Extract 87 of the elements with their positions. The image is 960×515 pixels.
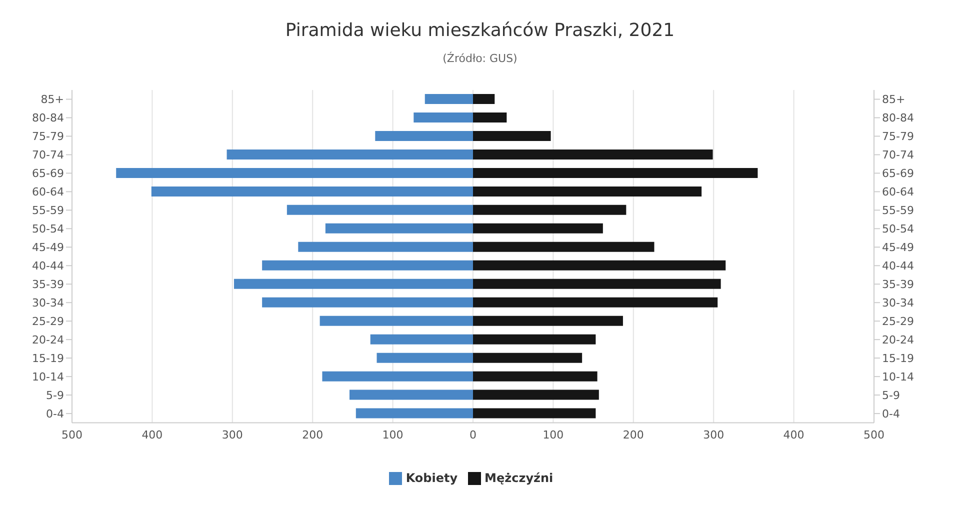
x-tick-label: 0: [470, 428, 476, 442]
category-label: 60-64: [882, 186, 914, 199]
y-tick-label: 10-14: [32, 370, 64, 384]
legend-label: Kobiety: [406, 470, 458, 485]
category-label: 50-54: [882, 222, 914, 236]
category-label: 10-14: [882, 370, 914, 384]
y-tick-label: 80-84: [32, 112, 64, 125]
y-tick-label: 70-74: [32, 148, 64, 162]
x-tick-label: 100: [542, 428, 564, 442]
bar: [322, 371, 473, 382]
x-tick-label: 300: [222, 428, 243, 442]
bar: [414, 112, 473, 122]
bar: [473, 112, 507, 122]
bar: [473, 94, 495, 104]
bar: [375, 130, 473, 141]
bar: [473, 223, 603, 234]
category-label: 30-34: [882, 296, 914, 310]
bar: [262, 260, 473, 270]
bar: [262, 297, 473, 308]
bar: [320, 316, 473, 326]
bar: [473, 297, 718, 308]
y-tick-label: 15-19: [32, 352, 64, 365]
y-tick-label: 25-29: [32, 315, 64, 328]
y-tick-label: 75-79: [32, 130, 64, 144]
chart-subtitle: (Źródło: GUS): [442, 52, 518, 65]
category-label: 55-59: [882, 204, 914, 218]
y-tick-label: 50-54: [32, 222, 64, 236]
bar: [424, 94, 473, 104]
x-tick-label: 500: [864, 428, 884, 442]
y-tick-label: 45-49: [32, 241, 64, 254]
bar: [473, 149, 713, 160]
bar: [473, 390, 599, 400]
bar: [473, 316, 623, 326]
category-label: 65-69: [882, 167, 914, 180]
y-tick-label: 0-4: [46, 407, 64, 420]
bar: [376, 352, 473, 363]
bar: [349, 390, 473, 400]
bar: [473, 352, 582, 363]
bar: [234, 278, 473, 289]
y-tick-label: 20-24: [32, 333, 64, 346]
x-tick-label: 200: [622, 428, 644, 442]
bar: [473, 242, 654, 252]
bar: [370, 334, 473, 344]
category-label: 70-74: [882, 148, 914, 162]
bar: [473, 204, 626, 215]
x-tick-label: 500: [62, 428, 82, 442]
bar: [473, 130, 551, 141]
y-tick-label: 60-64: [32, 186, 64, 199]
category-label: 35-39: [882, 278, 914, 292]
bar: [473, 408, 596, 418]
category-label: 20-24: [882, 333, 914, 346]
category-label: 5-9: [882, 388, 900, 402]
x-tick-label: 400: [142, 428, 163, 442]
bar: [226, 149, 473, 160]
category-label: 80-84: [882, 112, 914, 125]
y-tick-label: 65-69: [32, 167, 64, 180]
bar: [151, 186, 473, 196]
bar: [473, 168, 758, 178]
bar: [356, 408, 473, 418]
category-label: 40-44: [882, 260, 914, 273]
x-tick-label: 300: [703, 428, 724, 442]
y-tick-label: 30-34: [32, 296, 64, 310]
bar: [325, 223, 473, 234]
y-tick-label: 40-44: [32, 260, 64, 273]
category-label: 45-49: [882, 241, 914, 254]
category-label: 15-19: [882, 352, 914, 365]
bar: [298, 242, 473, 252]
y-tick-label: 55-59: [32, 204, 64, 218]
category-label: 85+: [882, 93, 906, 106]
category-label: 75-79: [882, 130, 914, 144]
y-tick-label: 35-39: [32, 278, 64, 292]
x-tick-label: 100: [382, 428, 404, 442]
bar: [473, 186, 702, 196]
y-tick-label: 85+: [40, 93, 64, 106]
chart-title: Piramida wieku mieszkańców Praszki, 2021: [284, 20, 676, 41]
bar: [116, 168, 473, 178]
x-tick-label: 400: [783, 428, 804, 442]
x-tick-label: 200: [302, 428, 324, 442]
bar: [473, 371, 598, 382]
bar: [473, 334, 596, 344]
category-label: 25-29: [882, 315, 914, 328]
bar: [473, 278, 721, 289]
category-label: 0-4: [882, 407, 900, 420]
legend-label: Mężczyźni: [484, 470, 554, 485]
bar: [473, 260, 726, 270]
bar: [286, 204, 473, 215]
y-tick-label: 5-9: [46, 388, 64, 402]
